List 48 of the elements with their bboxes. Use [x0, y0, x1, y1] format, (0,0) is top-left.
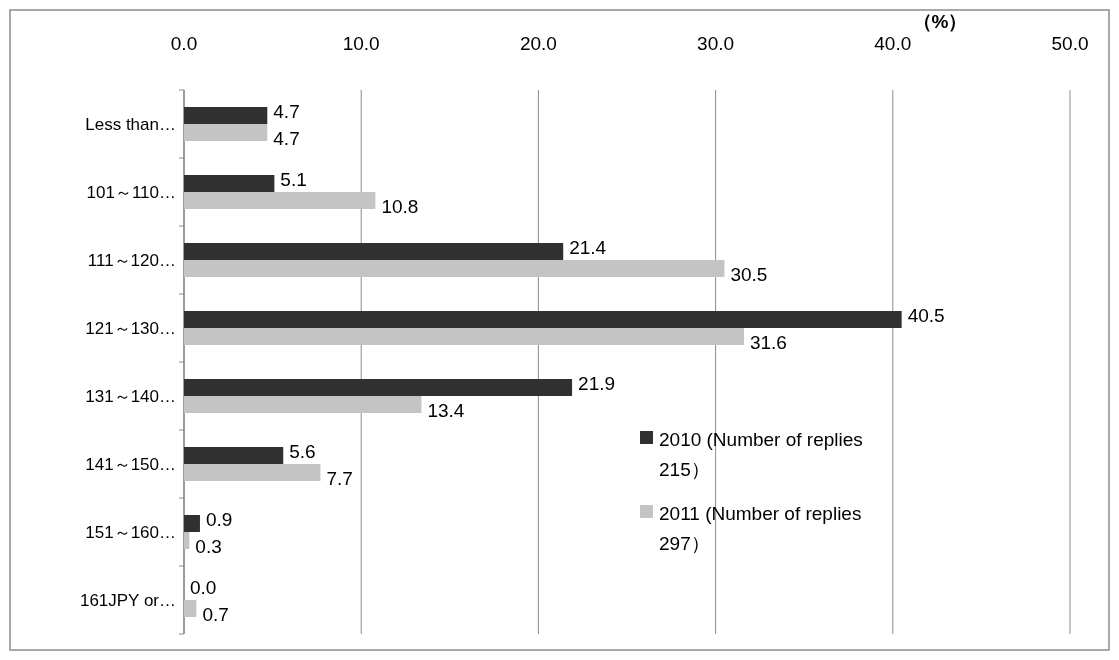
y-tick-label: 121～130…: [85, 319, 176, 338]
y-tick-label: 111～120…: [87, 251, 176, 270]
data-label: 5.1: [280, 168, 307, 190]
data-label: 4.7: [273, 127, 300, 149]
data-label: 30.5: [730, 263, 768, 285]
legend-label: 2010 (Number of replies 215）: [659, 428, 864, 482]
data-label: 0.9: [205, 508, 233, 530]
bar: [184, 328, 744, 345]
data-label: 13.4: [427, 399, 465, 421]
y-tick-label: Less than…: [85, 115, 176, 134]
data-label: 4.7: [273, 100, 300, 122]
bar: [184, 515, 200, 532]
y-tick-label: 131～140…: [85, 387, 176, 406]
bar: [184, 447, 284, 464]
data-label: 40.5: [907, 304, 945, 326]
bar: [184, 532, 190, 549]
bar: [184, 192, 376, 209]
y-tick-label: 101～110…: [86, 183, 176, 202]
x-tick-label: 20.0: [519, 33, 557, 54]
x-tick-label: 10.0: [342, 33, 380, 54]
bar: [184, 175, 275, 192]
y-tick-label: 151～160…: [85, 523, 176, 542]
bar: [184, 396, 422, 413]
bar: [184, 600, 197, 617]
data-label: 0.7: [202, 603, 229, 625]
data-label: 10.8: [381, 195, 419, 217]
x-axis-title: （%）: [912, 11, 968, 32]
x-tick-label: 0.0: [170, 33, 198, 54]
data-label: 21.4: [569, 236, 607, 258]
data-label: 31.6: [749, 331, 787, 353]
bar: [184, 124, 268, 141]
x-tick-label: 40.0: [874, 33, 912, 54]
bar: [184, 464, 321, 481]
data-label: 7.7: [326, 467, 353, 489]
bar: [184, 243, 564, 260]
data-label: 5.6: [289, 440, 316, 462]
data-label: 21.9: [578, 372, 616, 394]
x-tick-label: 30.0: [697, 33, 735, 54]
bar: [184, 379, 573, 396]
bar: [184, 311, 902, 328]
data-label: 0.3: [195, 535, 222, 557]
legend-label: 2011 (Number of replies 297）: [659, 502, 863, 556]
x-tick-label: 50.0: [1051, 33, 1089, 54]
bar: [184, 107, 268, 124]
y-tick-label: 141～150…: [85, 455, 176, 474]
data-label: 0.0: [190, 576, 217, 598]
y-tick-label: 161JPY or…: [79, 591, 176, 610]
bar: [184, 260, 725, 277]
